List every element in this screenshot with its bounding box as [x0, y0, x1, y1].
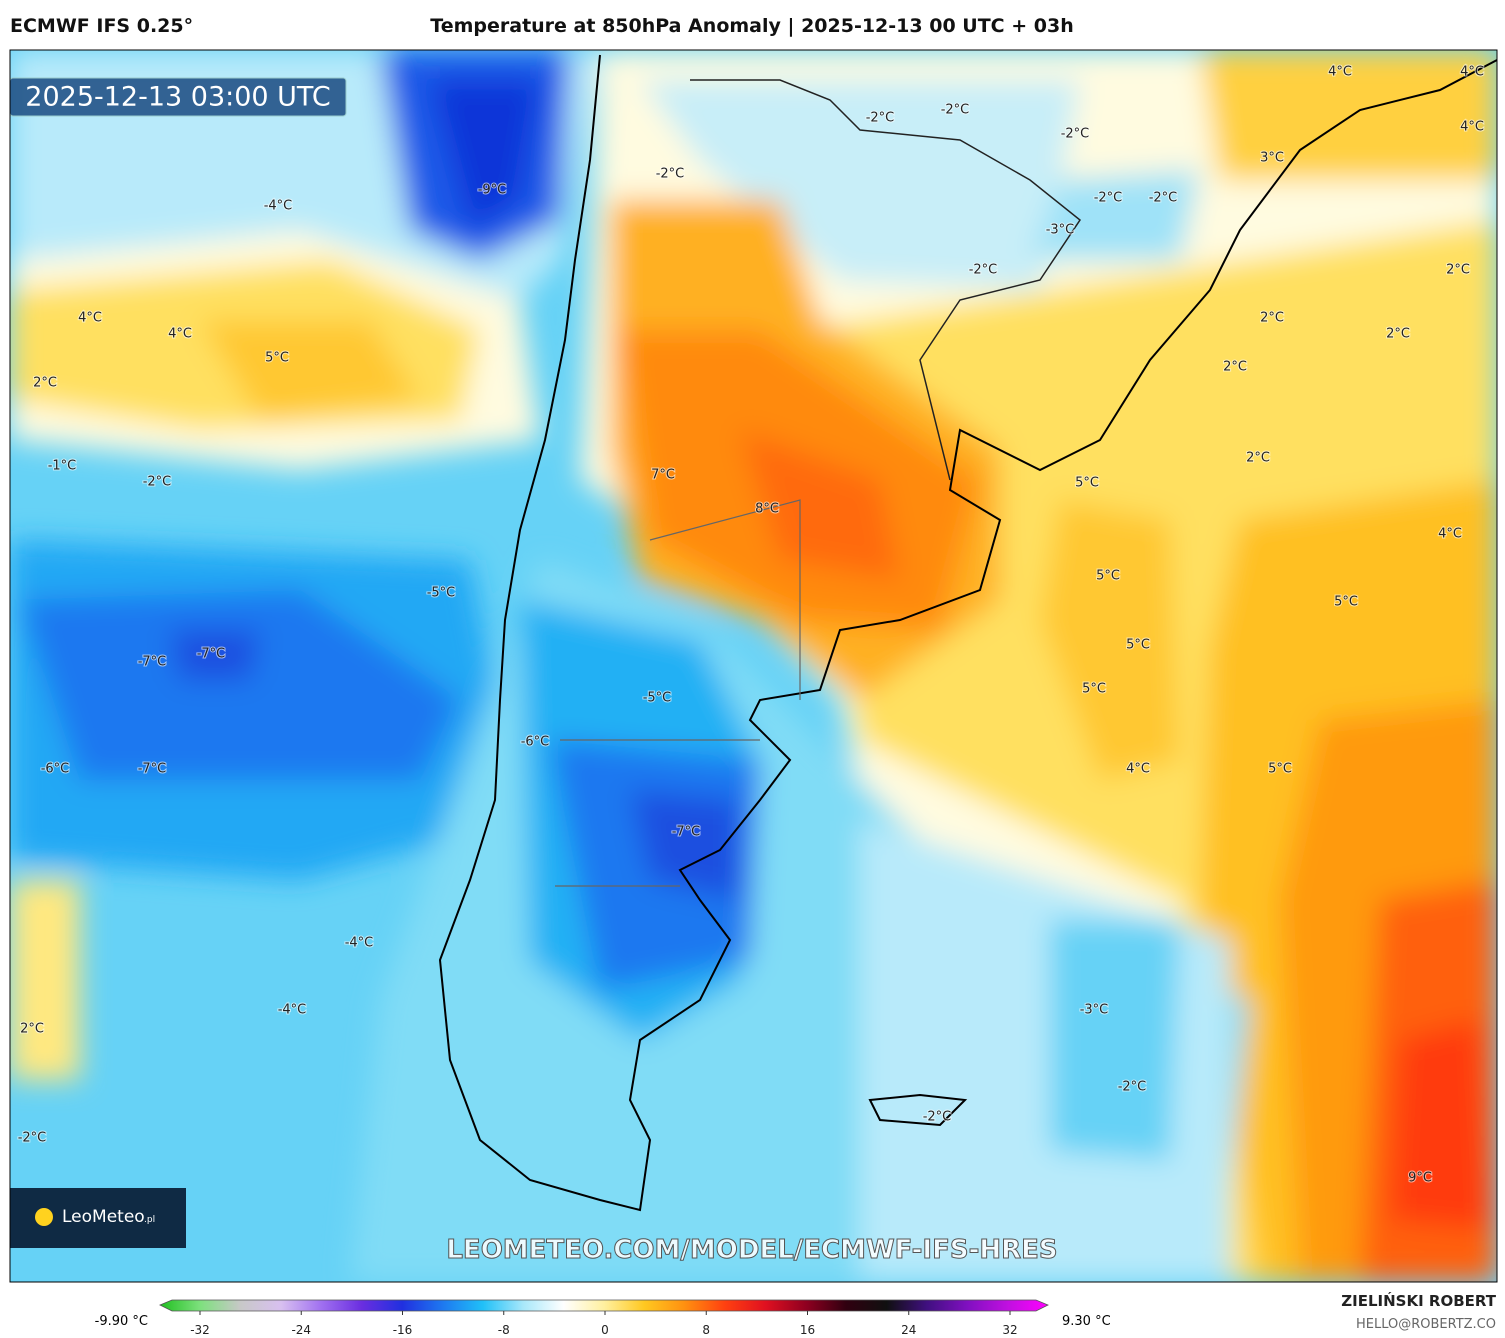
contour-label: -4°C	[345, 936, 374, 951]
colorbar-tick-label: 0	[601, 1323, 609, 1337]
map-title: Temperature at 850hPa Anomaly | 2025-12-…	[430, 15, 1073, 37]
logo: LeoMeteo	[62, 1207, 145, 1227]
colorbar-max: 9.30 °C	[1062, 1314, 1111, 1329]
contour-label: 4°C	[1460, 65, 1484, 80]
contour-label: 5°C	[265, 351, 289, 366]
colorbar-tick-label: 8	[702, 1323, 710, 1337]
contour-label: 5°C	[1268, 762, 1292, 777]
contour-label: -2°C	[1061, 127, 1090, 142]
contour-label: -1°C	[48, 459, 77, 474]
colorbar-tick-label: -32	[190, 1323, 210, 1337]
contour-label: -6°C	[41, 762, 70, 777]
contour-label: -2°C	[1094, 191, 1123, 206]
map: 2025-12-13 03:00 UTC 4°C 4°C 4°C 3°C -2°C -2°…	[10, 50, 1497, 1282]
contour-label: -9°C	[478, 183, 507, 198]
contour-label: 8°C	[755, 502, 779, 517]
contour-label: -3°C	[1080, 1003, 1109, 1018]
colorbar-min: -9.90 °C	[95, 1314, 148, 1329]
contour-label: 4°C	[1328, 65, 1352, 80]
model-name: ECMWF IFS 0.25°	[10, 15, 193, 37]
contour-label: -2°C	[18, 1131, 47, 1146]
contour-label: -2°C	[969, 263, 998, 278]
contour-label: -2°C	[1149, 191, 1178, 206]
contour-label: -4°C	[264, 199, 293, 214]
logo-suffix: .pl	[144, 1215, 155, 1225]
contour-label: 2°C	[1446, 263, 1470, 278]
contour-label: -6°C	[521, 735, 550, 750]
contour-label: 2°C	[33, 376, 57, 391]
contour-label: 9°C	[1408, 1171, 1432, 1186]
contour-label: -2°C	[143, 475, 172, 490]
email: HELLO@ROBERTZ.CO	[1356, 1317, 1496, 1332]
contour-label: 2°C	[1386, 327, 1410, 342]
contour-label: -7°C	[138, 655, 167, 670]
contour-label: 5°C	[1126, 638, 1150, 653]
contour-label: 2°C	[1260, 311, 1284, 326]
colorbar-tick-label: 32	[1002, 1323, 1017, 1337]
author: ZIELIŃSKI ROBERT	[1341, 1291, 1496, 1310]
contour-label: -2°C	[1118, 1080, 1147, 1095]
contour-label: 4°C	[1126, 762, 1150, 777]
watermark: LEOMETEO.COM/MODEL/ECMWF-IFS-HRES	[446, 1235, 1057, 1265]
contour-label: -2°C	[656, 167, 685, 182]
contour-label: 7°C	[651, 468, 675, 483]
contour-label: -7°C	[197, 647, 226, 662]
contour-label: 5°C	[1082, 682, 1106, 697]
contour-label: 2°C	[1223, 360, 1247, 375]
contour-label: -5°C	[643, 691, 672, 706]
colorbar-tick-label: -8	[498, 1323, 510, 1337]
contour-label: 5°C	[1075, 476, 1099, 491]
contour-label: 5°C	[1096, 569, 1120, 584]
contour-label: -7°C	[672, 825, 701, 840]
contour-label: -2°C	[923, 1110, 952, 1125]
contour-label: 2°C	[20, 1022, 44, 1037]
contour-labels: 4°C 4°C 4°C 3°C -2°C -2°C -2°C -2°C -9°C -4°C -2°C…	[17, 64, 1485, 1187]
contour-label: 4°C	[1438, 527, 1462, 542]
contour-label: 4°C	[1460, 120, 1484, 135]
colorbar-tick-label: 24	[901, 1323, 916, 1337]
contour-label: -3°C	[1046, 223, 1075, 238]
contour-label: -7°C	[138, 762, 167, 777]
contour-label: 2°C	[1246, 451, 1270, 466]
contour-label: 3°C	[1260, 151, 1284, 166]
colorbar-tick-label: 16	[800, 1323, 815, 1337]
contour-label: 5°C	[1334, 595, 1358, 610]
contour-label: 4°C	[78, 311, 102, 326]
contour-label: 4°C	[168, 327, 192, 342]
colorbar-tick-label: -16	[393, 1323, 413, 1337]
contour-label: -5°C	[427, 586, 456, 601]
contour-label: -2°C	[866, 111, 895, 126]
colorbar-tick-label: -24	[291, 1323, 311, 1337]
valid-time: 2025-12-13 03:00 UTC	[25, 82, 330, 113]
time-box	[10, 77, 347, 117]
contour-label: -2°C	[941, 103, 970, 118]
colorbar: -9.90 °C 9.30 °C -32 -24 -16 -8 0 8 16 24 32	[95, 1299, 1111, 1337]
contour-label: -4°C	[278, 1003, 307, 1018]
